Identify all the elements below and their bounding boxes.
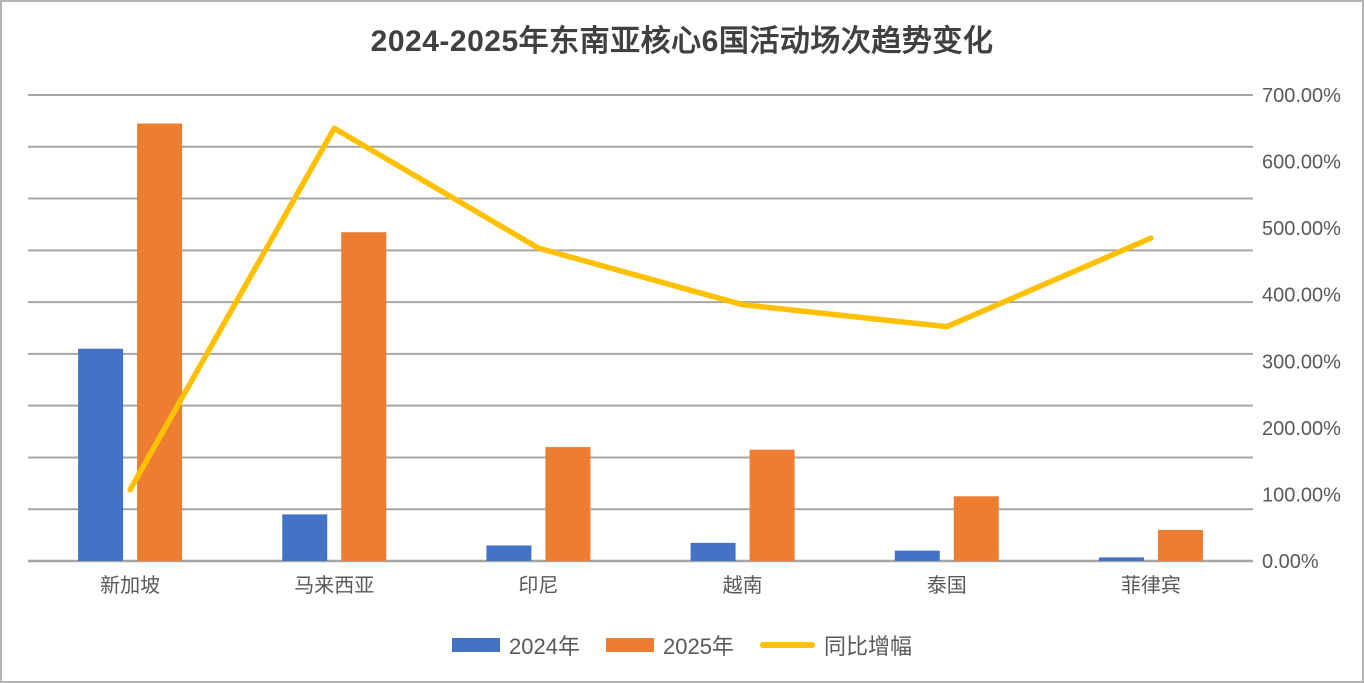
chart-legend: 2024年 2025年 同比增幅	[0, 629, 1364, 661]
y-axis-label-right: 500.00%	[1262, 218, 1341, 240]
x-axis-label-菲律宾: 菲律宾	[1121, 574, 1181, 597]
x-axis-label-泰国: 泰国	[927, 574, 967, 597]
legend-item-2025: 2025年	[605, 629, 734, 661]
bar-2025年-新加坡	[137, 123, 183, 561]
x-axis-label-新加坡: 新加坡	[100, 574, 160, 597]
bar-2024年-印尼	[486, 545, 532, 561]
legend-item-growth: 同比增幅	[759, 629, 912, 661]
legend-swatch-2025-icon	[605, 638, 654, 652]
y-axis-label-right: 600.00%	[1262, 152, 1341, 174]
bar-2025年-越南	[749, 449, 795, 561]
legend-label-2025: 2025年	[662, 634, 734, 659]
bar-2024年-菲律宾	[1098, 557, 1144, 561]
legend-item-2024: 2024年	[452, 629, 580, 661]
legend-swatch-2024-icon	[452, 638, 501, 652]
bar-2025年-泰国	[953, 496, 999, 561]
bar-2024年-越南	[690, 542, 736, 561]
bar-2024年-新加坡	[78, 348, 124, 561]
x-axis-label-印尼: 印尼	[518, 574, 558, 597]
bar-2024年-马来西亚	[282, 514, 328, 561]
y-axis-label-right: 200.00%	[1262, 418, 1341, 440]
bar-2024年-泰国	[894, 550, 940, 561]
legend-label-2024: 2024年	[509, 634, 580, 659]
y-axis-label-right: 300.00%	[1262, 351, 1341, 373]
y-axis-label-right: 700.00%	[1262, 85, 1341, 107]
y-axis-label-right: 100.00%	[1262, 484, 1341, 506]
bar-2025年-印尼	[545, 447, 591, 561]
legend-label-growth: 同比增幅	[823, 634, 912, 659]
x-axis-label-越南: 越南	[723, 574, 763, 597]
bar-2025年-菲律宾	[1157, 529, 1203, 561]
chart-title: 2024-2025年东南亚核心6国活动场次趋势变化	[370, 25, 994, 58]
growth-line	[127, 125, 1154, 493]
legend-line-marker-icon	[759, 642, 815, 648]
y-axis-label-right: 0.00%	[1262, 551, 1319, 573]
y-axis-label-right: 400.00%	[1262, 285, 1341, 307]
bar-2025年-马来西亚	[341, 232, 387, 561]
x-axis-label-马来西亚: 马来西亚	[294, 574, 374, 597]
